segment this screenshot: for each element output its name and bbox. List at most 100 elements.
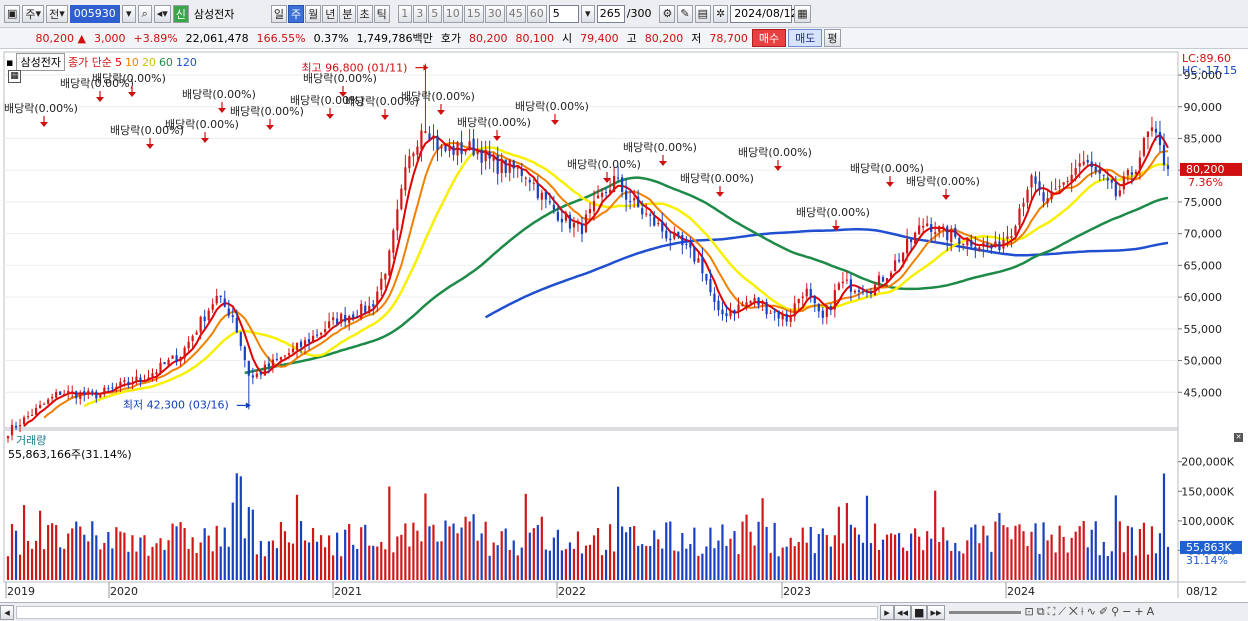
candle-body[interactable] [151,373,154,377]
volume-bar[interactable] [380,541,383,580]
sell-button[interactable]: 매도 [788,29,823,47]
interval-button[interactable]: 3 [412,4,427,23]
candle-body[interactable] [287,353,291,356]
candle-body[interactable] [990,244,993,249]
candle-body[interactable] [95,391,98,399]
volume-bar[interactable] [376,546,379,580]
volume-bar[interactable] [1014,525,1017,580]
volume-bar[interactable] [452,523,455,580]
volume-bar[interactable] [207,535,210,580]
candle-body[interactable] [10,424,14,436]
volume-bar[interactable] [725,545,728,580]
period-button[interactable]: 초 [356,4,373,23]
candle-body[interactable] [283,355,287,357]
volume-bar[interactable] [833,535,836,580]
candle-body[interactable] [532,182,535,184]
candle-body[interactable] [1070,174,1073,183]
candle-body[interactable] [392,230,395,253]
volume-bar[interactable] [34,540,38,580]
candle-body[interactable] [604,192,608,194]
volume-bar[interactable] [745,514,748,580]
fullscreen-icon[interactable]: ⛶ [1047,605,1056,618]
scroll-left-icon[interactable]: ◂ [0,604,14,620]
candle-body[interactable] [332,317,335,321]
candle-body[interactable] [600,192,604,197]
candle-body[interactable] [885,278,889,283]
volume-bar[interactable] [1162,473,1166,581]
candle-body[interactable] [974,246,977,249]
candle-body[interactable] [584,214,588,233]
candle-body[interactable] [452,145,455,155]
volume-bar[interactable] [629,527,632,580]
volume-bar[interactable] [103,542,106,580]
volume-bar[interactable] [328,535,331,580]
candle-body[interactable] [950,229,953,242]
candle-body[interactable] [958,237,961,244]
candle-body[interactable] [424,131,427,133]
volume-bar[interactable] [633,526,636,580]
volume-bar[interactable] [344,529,347,580]
candle-body[interactable] [661,221,664,232]
candle-body[interactable] [801,296,804,299]
candle-body[interactable] [1006,236,1009,240]
volume-bar[interactable] [962,553,965,580]
dropdown-arrow-icon[interactable]: ▾ [121,4,136,23]
volume-bar[interactable] [1054,552,1057,580]
candle-body[interactable] [1074,168,1077,175]
volume-bar[interactable] [139,537,142,580]
volume-bar[interactable] [432,524,435,580]
candle-body[interactable] [612,175,616,193]
volume-bar[interactable] [877,549,881,580]
candle-body[interactable] [400,188,403,210]
candle-body[interactable] [629,201,632,203]
candle-body[interactable] [356,316,359,318]
volume-bar[interactable] [604,549,608,580]
candle-body[interactable] [653,216,656,226]
volume-bar[interactable] [837,506,840,580]
candle-body[interactable] [625,190,628,200]
candle-body[interactable] [552,204,555,210]
candle-body[interactable] [496,155,499,174]
volume-bar[interactable] [897,533,901,580]
volume-bar[interactable] [215,525,218,580]
candle-body[interactable] [239,332,242,347]
candle-body[interactable] [528,179,531,183]
volume-bar[interactable] [793,546,796,580]
candle-body[interactable] [733,309,736,313]
candle-body[interactable] [966,238,969,246]
volume-bar[interactable] [717,540,720,580]
volume-bar[interactable] [608,524,612,580]
candle-body[interactable] [1130,172,1133,175]
volume-bar[interactable] [123,532,126,580]
volume-bar[interactable] [30,548,34,580]
candle-body[interactable] [1110,179,1113,183]
volume-bar[interactable] [689,544,692,580]
volume-bar[interactable] [295,494,299,580]
volume-bar[interactable] [299,521,303,580]
candle-body[interactable] [1034,176,1037,184]
candle-body[interactable] [107,388,110,390]
volume-bar[interactable] [994,521,997,580]
candle-body[interactable] [1102,174,1105,176]
candle-body[interactable] [572,223,576,228]
volume-bar[interactable] [496,545,499,580]
candle-body[interactable] [1086,159,1089,163]
volume-bar[interactable] [348,523,351,580]
volume-bar[interactable] [649,546,652,580]
candle-body[interactable] [199,316,202,333]
candle-body[interactable] [837,283,840,290]
price-pane[interactable] [3,51,1179,429]
candle-body[interactable] [1078,163,1081,167]
volume-bar[interactable] [484,521,487,580]
candle-body[interactable] [500,159,503,174]
candle-body[interactable] [1066,181,1069,183]
volume-bar[interactable] [705,546,708,580]
volume-bar[interactable] [849,524,853,580]
candle-body[interactable] [1154,128,1158,133]
volume-bar[interactable] [918,536,921,580]
candle-body[interactable] [942,226,945,228]
volume-bar[interactable] [520,547,523,580]
buy-button[interactable]: 매수 [751,29,787,47]
candle-body[interactable] [717,300,720,311]
candle-body[interactable] [889,272,893,278]
